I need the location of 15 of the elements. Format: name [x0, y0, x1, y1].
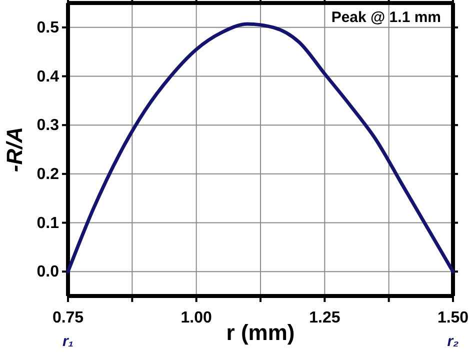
text: r₂	[447, 333, 460, 350]
text: r₁	[62, 333, 74, 350]
annotation: Peak @ 1.1 mm	[331, 9, 441, 26]
y-tick-label: 0.4	[36, 68, 60, 86]
y-axis-title: -R/A	[2, 126, 27, 172]
y-tick-label: 0.2	[36, 166, 60, 184]
x-tick-label: 0.75	[52, 310, 84, 327]
y-tick-label: 0.5	[36, 20, 60, 37]
x-axis-title: r (mm)	[226, 320, 295, 345]
x-tick-label: 1.25	[309, 310, 340, 327]
y-tick-label: 0.3	[36, 117, 60, 134]
y-tick-label: 0.0	[36, 264, 60, 281]
x-tick-label: 1.00	[180, 310, 212, 327]
y-tick-label: 0.1	[36, 214, 60, 232]
x-tick-label: 1.50	[437, 310, 469, 327]
